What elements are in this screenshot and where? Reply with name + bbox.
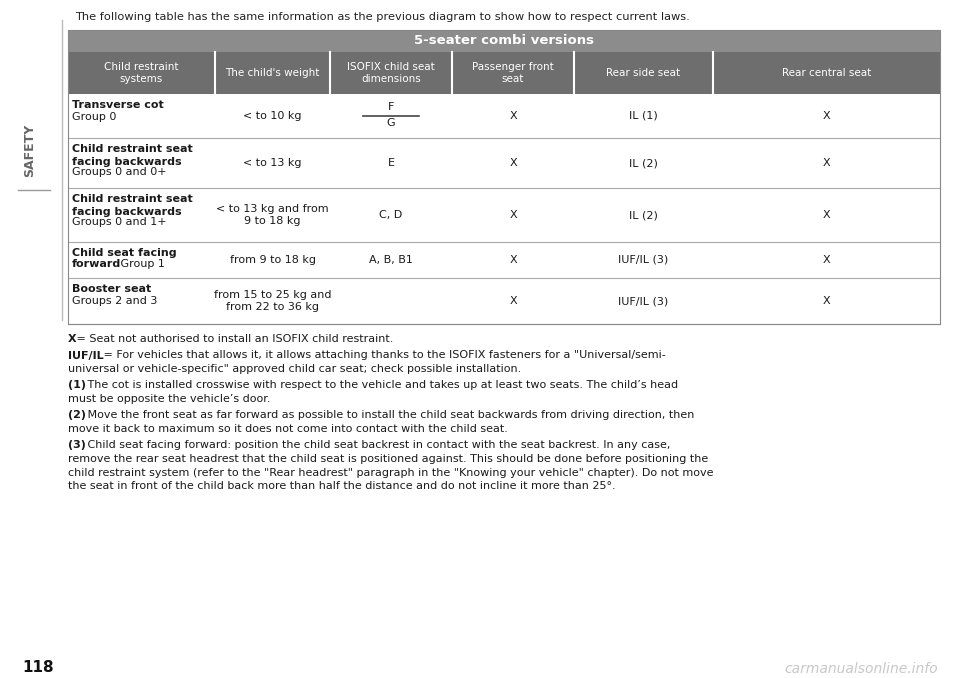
- Text: move it back to maximum so it does not come into contact with the child seat.: move it back to maximum so it does not c…: [68, 424, 508, 434]
- Text: Rear central seat: Rear central seat: [781, 68, 871, 78]
- Text: Passenger front
seat: Passenger front seat: [472, 62, 554, 84]
- Text: Move the front seat as far forward as possible to install the child seat backwar: Move the front seat as far forward as po…: [84, 410, 695, 420]
- Text: (1): (1): [68, 380, 86, 391]
- Text: Group 0: Group 0: [72, 111, 116, 121]
- Bar: [68, 278, 940, 324]
- Text: X: X: [509, 158, 516, 168]
- Text: Group 1: Group 1: [117, 259, 165, 269]
- Text: X: X: [823, 210, 830, 220]
- Text: X: X: [509, 296, 516, 306]
- Text: < to 13 kg: < to 13 kg: [243, 158, 301, 168]
- Bar: [68, 52, 940, 94]
- Bar: [68, 30, 940, 52]
- Text: < to 13 kg and from
9 to 18 kg: < to 13 kg and from 9 to 18 kg: [216, 204, 329, 226]
- Text: Child restraint seat
facing backwards: Child restraint seat facing backwards: [72, 194, 193, 217]
- Text: SAFETY: SAFETY: [23, 123, 36, 177]
- Text: remove the rear seat headrest that the child seat is positioned against. This sh: remove the rear seat headrest that the c…: [68, 454, 708, 464]
- Text: 5-seater combi versions: 5-seater combi versions: [414, 35, 594, 47]
- Bar: [68, 30, 940, 324]
- Text: Groups 2 and 3: Groups 2 and 3: [72, 296, 157, 306]
- Text: IL (2): IL (2): [629, 158, 658, 168]
- Text: carmanualsonline.info: carmanualsonline.info: [784, 662, 938, 676]
- Text: Rear side seat: Rear side seat: [607, 68, 681, 78]
- Text: The child's weight: The child's weight: [226, 68, 320, 78]
- Text: < to 10 kg: < to 10 kg: [243, 111, 301, 121]
- Text: IUF/IL (3): IUF/IL (3): [618, 296, 668, 306]
- Text: C, D: C, D: [379, 210, 402, 220]
- Text: IL (2): IL (2): [629, 210, 658, 220]
- Text: X: X: [509, 111, 516, 121]
- Text: Groups 0 and 1+: Groups 0 and 1+: [72, 217, 167, 227]
- Text: G: G: [387, 118, 396, 128]
- Text: 118: 118: [22, 660, 54, 675]
- Text: Groups 0 and 0+: Groups 0 and 0+: [72, 167, 167, 177]
- Bar: [68, 188, 940, 242]
- Text: ISOFIX child seat
dimensions: ISOFIX child seat dimensions: [348, 62, 435, 84]
- Text: X: X: [509, 210, 516, 220]
- Bar: [68, 94, 940, 138]
- Text: Transverse cot: Transverse cot: [72, 100, 164, 110]
- Text: must be opposite the vehicle’s door.: must be opposite the vehicle’s door.: [68, 394, 271, 404]
- Text: X: X: [823, 158, 830, 168]
- Bar: [68, 138, 940, 188]
- Text: X: X: [823, 296, 830, 306]
- Text: universal or vehicle-specific" approved child car seat; check possible installat: universal or vehicle-specific" approved …: [68, 364, 521, 374]
- Text: E: E: [388, 158, 395, 168]
- Text: forward: forward: [72, 259, 121, 269]
- Text: IUF/IL: IUF/IL: [68, 351, 104, 361]
- Text: from 9 to 18 kg: from 9 to 18 kg: [229, 255, 316, 265]
- Text: X: X: [509, 255, 516, 265]
- Text: Child seat facing: Child seat facing: [72, 248, 177, 258]
- Text: (2): (2): [68, 410, 86, 420]
- Text: from 15 to 25 kg and
from 22 to 36 kg: from 15 to 25 kg and from 22 to 36 kg: [214, 290, 331, 312]
- Text: IL (1): IL (1): [629, 111, 658, 121]
- Text: F: F: [388, 102, 395, 112]
- Text: (3): (3): [68, 441, 85, 450]
- Text: Child restraint
systems: Child restraint systems: [105, 62, 179, 84]
- Text: Child seat facing forward: position the child seat backrest in contact with the : Child seat facing forward: position the …: [84, 441, 671, 450]
- Text: the seat in front of the child back more than half the distance and do not incli: the seat in front of the child back more…: [68, 481, 615, 491]
- Text: = Seat not authorised to install an ISOFIX child restraint.: = Seat not authorised to install an ISOF…: [73, 334, 394, 344]
- Bar: [68, 242, 940, 278]
- Text: Booster seat: Booster seat: [72, 284, 152, 294]
- Text: X: X: [68, 334, 77, 344]
- Text: X: X: [823, 111, 830, 121]
- Text: X: X: [823, 255, 830, 265]
- Text: Child restraint seat
facing backwards: Child restraint seat facing backwards: [72, 144, 193, 167]
- Text: = For vehicles that allows it, it allows attaching thanks to the ISOFIX fastener: = For vehicles that allows it, it allows…: [101, 351, 666, 361]
- Text: The cot is installed crosswise with respect to the vehicle and takes up at least: The cot is installed crosswise with resp…: [84, 380, 679, 391]
- Text: A, B, B1: A, B, B1: [369, 255, 413, 265]
- Text: The following table has the same information as the previous diagram to show how: The following table has the same informa…: [75, 12, 689, 22]
- Text: child restraint system (refer to the "Rear headrest" paragraph in the "Knowing y: child restraint system (refer to the "Re…: [68, 468, 713, 477]
- Text: IUF/IL (3): IUF/IL (3): [618, 255, 668, 265]
